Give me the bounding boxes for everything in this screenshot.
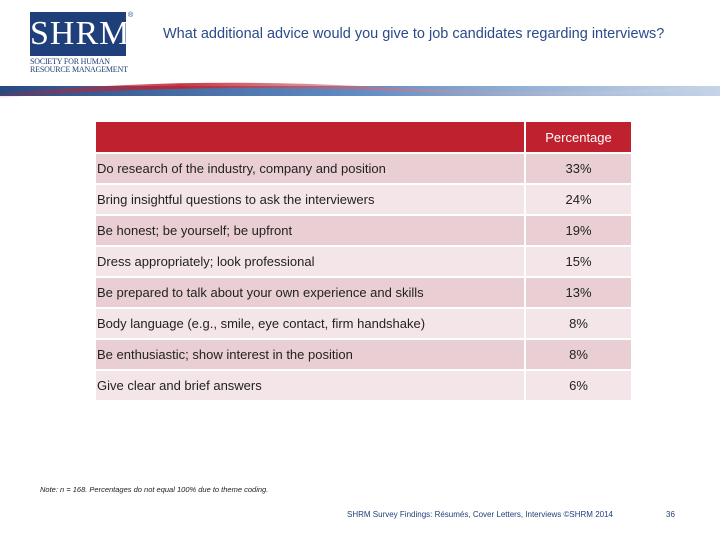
footnote: Note: n = 168. Percentages do not equal … xyxy=(40,485,269,494)
row-label: Dress appropriately; look professional xyxy=(96,247,524,276)
shrm-logo: SHRM ® SOCIETY FOR HUMAN RESOURCE MANAGE… xyxy=(30,12,134,76)
table-header-row: Percentage xyxy=(96,122,631,152)
logo-line-1: SOCIETY FOR HUMAN xyxy=(30,57,110,66)
logo-subtitle: SOCIETY FOR HUMAN RESOURCE MANAGEMENT xyxy=(30,58,140,74)
table-row: Be enthusiastic; show interest in the po… xyxy=(96,340,631,369)
row-value: 13% xyxy=(524,278,631,307)
row-value: 8% xyxy=(524,309,631,338)
table-row: Give clear and brief answers 6% xyxy=(96,371,631,400)
logo-mark: SHRM xyxy=(30,12,129,56)
row-label: Be enthusiastic; show interest in the po… xyxy=(96,340,524,369)
row-label: Be honest; be yourself; be upfront xyxy=(96,216,524,245)
table-row: Be prepared to talk about your own exper… xyxy=(96,278,631,307)
registered-mark: ® xyxy=(128,12,134,19)
row-label: Body language (e.g., smile, eye contact,… xyxy=(96,309,524,338)
footer-citation: SHRM Survey Findings: Résumés, Cover Let… xyxy=(347,510,613,519)
advice-table: Percentage Do research of the industry, … xyxy=(96,120,631,402)
row-value: 24% xyxy=(524,185,631,214)
band-highlight xyxy=(0,96,720,98)
row-label: Bring insightful questions to ask the in… xyxy=(96,185,524,214)
row-value: 8% xyxy=(524,340,631,369)
table-row: Be honest; be yourself; be upfront 19% xyxy=(96,216,631,245)
table-row: Bring insightful questions to ask the in… xyxy=(96,185,631,214)
row-value: 19% xyxy=(524,216,631,245)
logo-line-2: RESOURCE MANAGEMENT xyxy=(30,65,128,74)
row-label: Be prepared to talk about your own exper… xyxy=(96,278,524,307)
table-row: Body language (e.g., smile, eye contact,… xyxy=(96,309,631,338)
band-red-swoosh xyxy=(0,82,720,98)
header-percentage: Percentage xyxy=(524,122,631,152)
row-value: 15% xyxy=(524,247,631,276)
row-label: Give clear and brief answers xyxy=(96,371,524,400)
decorative-swoosh-band xyxy=(0,82,720,98)
page-number: 36 xyxy=(666,510,675,519)
header-blank-cell xyxy=(96,122,524,152)
band-blue xyxy=(0,86,720,96)
row-value: 33% xyxy=(524,154,631,183)
row-label: Do research of the industry, company and… xyxy=(96,154,524,183)
table-row: Do research of the industry, company and… xyxy=(96,154,631,183)
page-title: What additional advice would you give to… xyxy=(163,26,665,42)
row-value: 6% xyxy=(524,371,631,400)
table-row: Dress appropriately; look professional 1… xyxy=(96,247,631,276)
